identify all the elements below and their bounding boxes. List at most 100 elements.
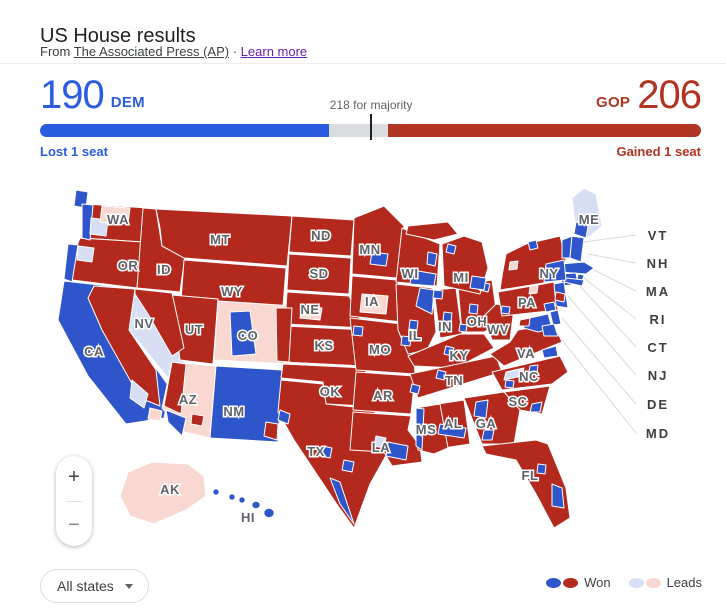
chevron-down-icon xyxy=(124,583,133,589)
state-NH xyxy=(569,235,585,263)
state-label-AK: AK xyxy=(160,482,180,497)
balance-of-power: 190 DEM GOP 206 218 for majority Lost 1 … xyxy=(40,72,702,159)
header-divider xyxy=(0,63,726,64)
state-label-VA: VA xyxy=(517,346,535,361)
ap-source-link[interactable]: The Associated Press (AP) xyxy=(73,44,230,59)
state-label-SC: SC xyxy=(508,394,527,409)
state-label-MO: MO xyxy=(369,342,391,357)
state-label-NE: NE xyxy=(300,302,319,317)
state-label-NC: NC xyxy=(519,369,539,384)
gop-seat-count: 206 xyxy=(637,73,702,117)
bar-gop xyxy=(387,124,701,137)
bar-undecided xyxy=(328,124,388,137)
leads-label: Leads xyxy=(666,575,702,590)
state-NM xyxy=(209,365,283,443)
source-line: From The Associated Press (AP) · Learn m… xyxy=(40,44,307,59)
seat-change-row: Lost 1 seat Gained 1 seat xyxy=(40,144,701,159)
callout-label-MA: MA xyxy=(646,284,670,299)
gop-status: Gained 1 seat xyxy=(616,144,701,159)
state-label-FL: FL xyxy=(522,468,539,483)
district-patches[interactable] xyxy=(63,189,589,525)
dem-party-label: DEM xyxy=(110,94,145,111)
state-label-UT: UT xyxy=(185,322,203,337)
zoom-divider xyxy=(66,500,82,502)
state-SD xyxy=(286,253,352,295)
state-AK xyxy=(119,461,207,525)
state-label-MT: MT xyxy=(210,232,230,247)
state-label-IL: IL xyxy=(409,328,422,343)
state-label-AR: AR xyxy=(373,388,393,403)
state-label-NV: NV xyxy=(134,316,153,331)
page-title: US House results xyxy=(40,25,196,48)
leads-dem-swatch xyxy=(628,577,644,588)
callout-label-RI: RI xyxy=(650,312,667,327)
won-dem-swatch xyxy=(546,577,562,588)
source-prefix: From xyxy=(40,44,71,59)
state-label-IA: IA xyxy=(365,294,379,309)
callout-label-CT: CT xyxy=(647,340,668,355)
map-zoom-control: + − xyxy=(56,456,92,546)
gop-party-label: GOP xyxy=(596,94,631,111)
state-label-HI: HI xyxy=(241,510,255,525)
callout-label-MD: MD xyxy=(646,426,670,441)
callout-label-NH: NH xyxy=(647,256,670,271)
state-HI xyxy=(263,508,275,518)
state-label-TX: TX xyxy=(307,444,325,459)
zoom-in-button[interactable]: + xyxy=(60,465,88,489)
state-label-CA: CA xyxy=(84,344,104,359)
dem-status: Lost 1 seat xyxy=(40,144,108,159)
state-labels: WA OR CA NV ID MT WY UT CO AZ NM ND SD N… xyxy=(83,211,601,527)
state-label-KS: KS xyxy=(314,338,333,353)
state-label-OR: OR xyxy=(118,258,139,273)
state-label-TN: TN xyxy=(445,373,463,388)
state-label-KY: KY xyxy=(449,348,468,363)
us-house-map[interactable]: WA OR CA NV ID MT WY UT CO AZ NM ND SD N… xyxy=(36,178,691,578)
long-island xyxy=(563,277,585,287)
state-HI xyxy=(238,496,246,504)
state-DE xyxy=(549,309,562,326)
dem-seat-count: 190 xyxy=(40,73,105,117)
state-HI xyxy=(228,493,236,501)
leads-gop-swatch xyxy=(645,577,661,588)
callout-label-DE: DE xyxy=(647,397,669,412)
state-FL xyxy=(481,439,571,529)
state-AR xyxy=(352,371,416,415)
balance-of-power-bar xyxy=(40,114,701,140)
state-ND xyxy=(288,215,355,257)
callout-label-NJ: NJ xyxy=(648,368,669,383)
state-filter-dropdown[interactable]: All states xyxy=(40,569,149,603)
state-label-AZ: AZ xyxy=(179,392,197,407)
state-label-LA: LA xyxy=(372,440,390,455)
state-label-NY: NY xyxy=(539,266,558,281)
state-label-AL: AL xyxy=(444,416,462,431)
map-legend: Won Leads xyxy=(544,575,702,590)
dem-count-group: 190 DEM xyxy=(40,73,145,117)
state-label-PA: PA xyxy=(518,295,536,310)
state-label-IN: IN xyxy=(438,319,452,334)
callout-label-VT: VT xyxy=(648,228,669,243)
state-label-MS: MS xyxy=(416,422,437,437)
separator-dot: · xyxy=(232,44,238,59)
state-HI xyxy=(251,501,261,509)
state-label-MN: MN xyxy=(359,242,380,257)
state-label-WI: WI xyxy=(402,266,419,281)
state-label-OH: OH xyxy=(467,314,488,329)
state-label-ME: ME xyxy=(579,212,600,227)
state-filter-label: All states xyxy=(57,578,114,594)
callout-labels: VT NH MA RI CT NJ DE MD xyxy=(646,228,670,441)
state-label-ID: ID xyxy=(157,262,171,277)
seat-counts-row: 190 DEM GOP 206 xyxy=(40,72,702,117)
majority-tick xyxy=(370,114,373,140)
state-label-WY: WY xyxy=(221,284,243,299)
zoom-out-button[interactable]: − xyxy=(60,513,88,537)
won-gop-swatch xyxy=(563,577,579,588)
state-label-WA: WA xyxy=(107,212,129,227)
won-label: Won xyxy=(584,575,611,590)
state-label-CO: CO xyxy=(238,328,259,343)
state-MI-upper xyxy=(405,221,459,241)
gop-count-group: GOP 206 xyxy=(596,73,702,117)
learn-more-link[interactable]: Learn more xyxy=(240,44,308,59)
state-label-MI: MI xyxy=(453,270,468,285)
state-label-NM: NM xyxy=(223,404,244,419)
